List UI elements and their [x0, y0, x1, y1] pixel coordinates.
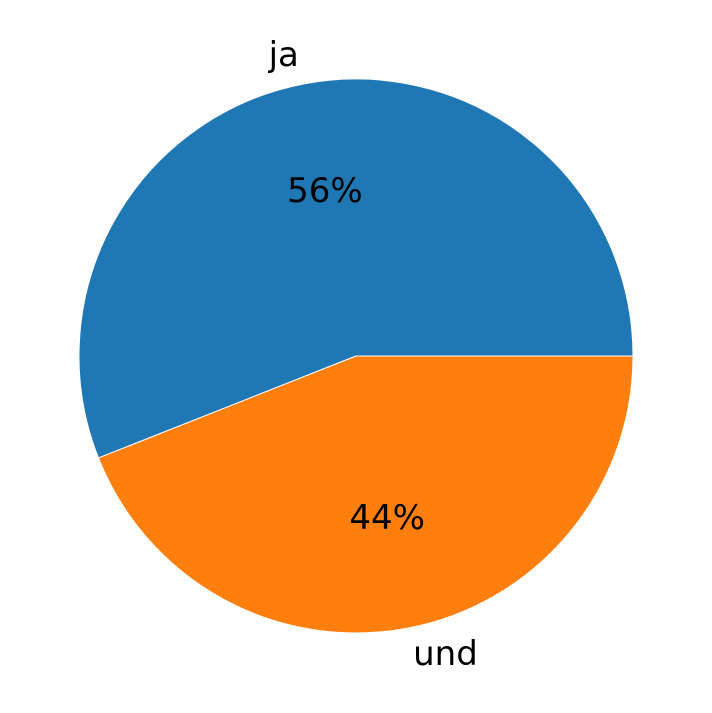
pie-labels: ja 56% und 44%	[268, 35, 478, 674]
pie-slice-ja	[78, 78, 634, 459]
pie-slice-und	[97, 355, 634, 634]
pie-slices	[78, 78, 634, 634]
slice-percent-ja: 56%	[287, 171, 363, 211]
slice-percent-und: 44%	[349, 498, 425, 538]
slice-label-und: und	[413, 634, 478, 674]
slice-label-ja: ja	[268, 35, 299, 75]
